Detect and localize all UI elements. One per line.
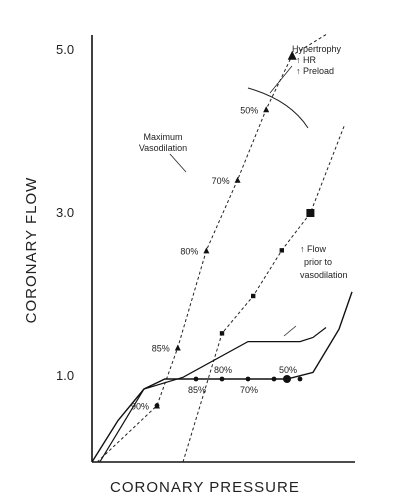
- hypertrophy-marker: [279, 248, 284, 253]
- percent-label: 80%: [180, 246, 198, 256]
- annotation-preload: ↑ Preload: [296, 66, 334, 76]
- percent-label: 70%: [212, 176, 230, 186]
- x-axis-title: CORONARY PRESSURE: [110, 479, 300, 496]
- maxvaso-pointer: [169, 153, 187, 173]
- percent-label: 85%: [188, 385, 206, 395]
- marker-layer: [154, 50, 315, 409]
- maxvaso-marker: [203, 247, 210, 254]
- annotation-hr: ↑ HR: [296, 55, 317, 65]
- y-tick-label: 3.0: [56, 205, 74, 220]
- annotation-hypertrophy: Hypertrophy: [292, 44, 342, 54]
- autoregulation-marker: [154, 403, 160, 408]
- autoregulation-marker: [283, 375, 291, 383]
- maxvaso-marker: [263, 106, 270, 113]
- annotation-vasodilation: Vasodilation: [139, 143, 187, 153]
- autoregulation-marker: [193, 376, 199, 382]
- y-tick-label: 1.0: [56, 368, 74, 383]
- maxvaso-marker: [234, 176, 241, 183]
- annotation-maximum: Maximum: [143, 132, 182, 142]
- annotation-prior-to: prior to: [304, 257, 332, 267]
- autoregulation-marker: [297, 376, 303, 382]
- hypertrophy-marker: [251, 293, 256, 299]
- percent-label: 80%: [214, 365, 232, 375]
- flow-prior-pointer: [283, 325, 297, 337]
- percent-label: 50%: [279, 365, 297, 375]
- maxvaso-marker: [174, 344, 181, 351]
- hypertrophy-marker: [306, 209, 315, 217]
- y-tick-label: 5.0: [56, 42, 74, 57]
- maxvaso-marker: [287, 50, 297, 60]
- hypertrophy-marker: [219, 331, 225, 336]
- percent-label: 85%: [152, 343, 170, 353]
- autoregulation-marker: [271, 376, 277, 382]
- series-line-hypertrophy: [182, 125, 345, 463]
- annotation-vasodilation-2: vasodilation: [300, 270, 348, 280]
- series-line-maximum-vasodilation: [96, 34, 327, 463]
- percent-label: 70%: [240, 385, 258, 395]
- autoregulation-marker: [219, 376, 225, 382]
- autoregulation-marker: [245, 376, 251, 382]
- percent-label: 90%: [131, 402, 149, 412]
- percent-label: 50%: [240, 105, 258, 115]
- percent-label-layer: 90% 85% 80% 70% 50% 85% 80% 70% 50%: [131, 105, 297, 411]
- hypertrophy-brace: [247, 87, 309, 129]
- annotation-flow: ↑ Flow: [300, 244, 327, 254]
- series-line-flow-prior: [99, 327, 327, 463]
- hypertrophy-pointer: [269, 65, 293, 94]
- y-axis-title: CORONARY FLOW: [23, 177, 40, 324]
